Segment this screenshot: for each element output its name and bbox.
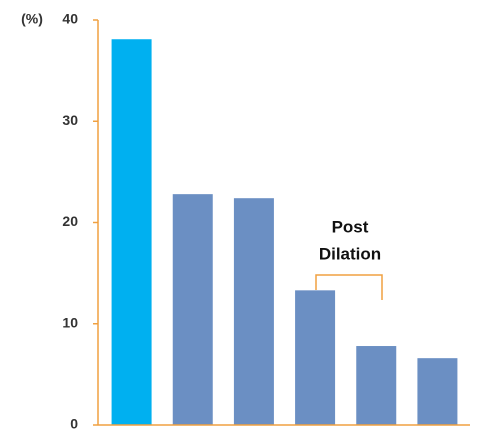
y-tick-label: 40 bbox=[62, 11, 78, 27]
y-tick-label: 0 bbox=[70, 416, 78, 432]
bar bbox=[295, 290, 336, 425]
y-axis-label: (%) bbox=[21, 11, 43, 27]
bar bbox=[417, 358, 458, 425]
bar bbox=[172, 194, 213, 425]
y-tick-label: 20 bbox=[62, 213, 78, 229]
bar bbox=[111, 39, 152, 426]
y-tick-label: 10 bbox=[62, 314, 78, 330]
annotation-bracket bbox=[315, 274, 383, 300]
annotation: Dilation bbox=[319, 244, 381, 263]
annotation: Post bbox=[332, 217, 369, 236]
bar bbox=[233, 198, 274, 425]
y-tick-label: 30 bbox=[62, 112, 78, 128]
bar bbox=[356, 346, 397, 425]
